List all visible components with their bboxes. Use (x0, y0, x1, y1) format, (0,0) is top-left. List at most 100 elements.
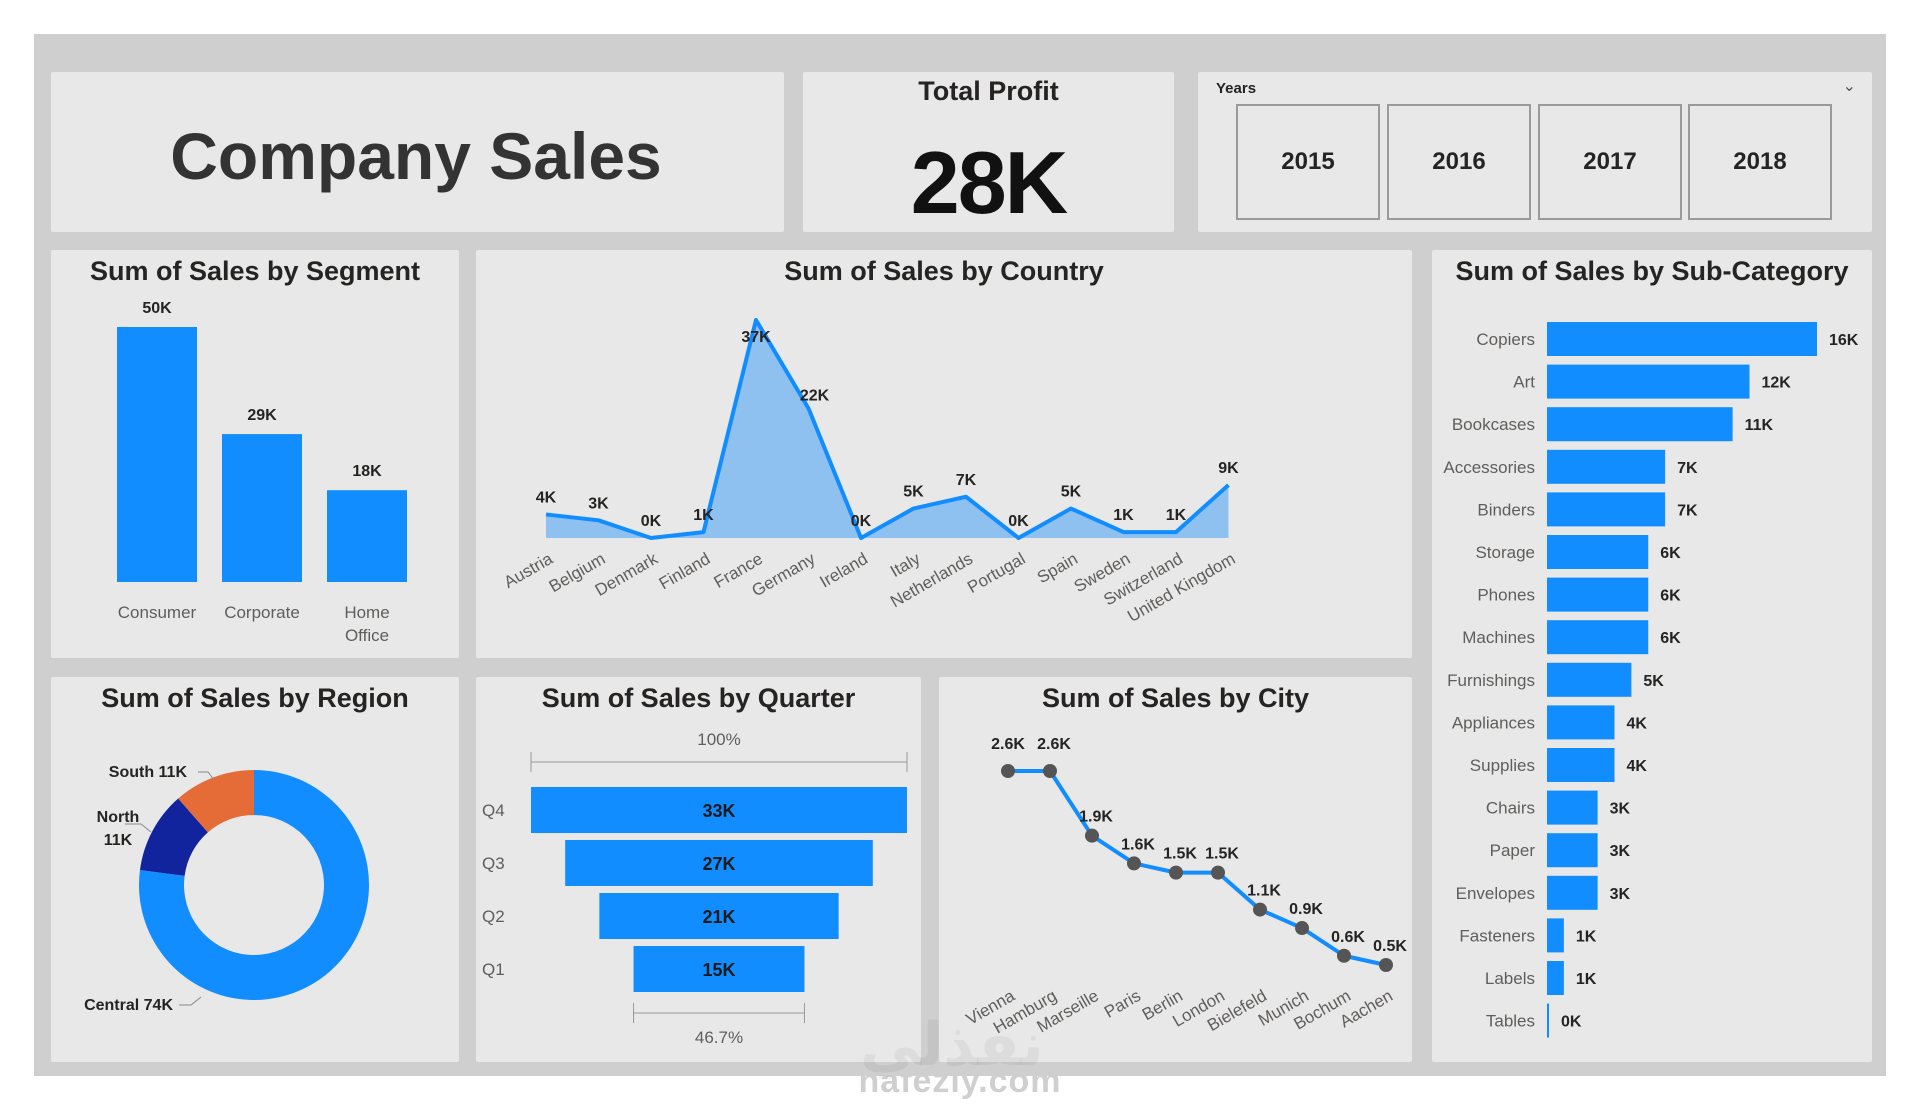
subcategory-data-label: 1K (1576, 971, 1597, 988)
subcategory-data-label: 0K (1561, 1014, 1582, 1031)
region-chart-title: Sum of Sales by Region (101, 683, 409, 713)
country-data-label: 0K (1008, 513, 1029, 530)
quarter-data-label: 15K (702, 960, 735, 980)
city-marker (1169, 865, 1183, 880)
quarter-top-percent: 100% (697, 730, 740, 749)
subcategory-bar (1547, 577, 1649, 612)
year-button-2015[interactable]: 2015 (1236, 104, 1380, 220)
country-chart-card: Sum of Sales by Country 4K Austria 3K Belgi… (476, 250, 1412, 658)
subcategory-data-label: 11K (1745, 417, 1774, 434)
quarter-data-label: 27K (702, 854, 735, 874)
subcategory-data-label: 3K (1610, 801, 1631, 818)
years-slicer: Years ⌄ 2015 2016 2017 2018 (1198, 72, 1872, 232)
subcategory-bar (1547, 364, 1750, 399)
subcategory-chart-card: Sum of Sales by Sub-Category Copiers 16K A… (1432, 250, 1872, 1062)
subcategory-chart: Copiers 16K Art 12K Bookcases 11K Accessories 7… (1443, 322, 1859, 1038)
country-category-label: Portugal (964, 549, 1028, 597)
city-marker (1085, 828, 1099, 843)
country-chart: 4KAustria3KBelgium0KDenmark1KFinland37KF… (501, 318, 1239, 626)
region-data-label: 11K (104, 832, 133, 849)
quarter-data-label: 33K (702, 801, 735, 821)
watermark-text: nafezly.com (858, 1062, 1062, 1100)
region-leader-line (198, 771, 215, 781)
segment-bar (117, 327, 197, 582)
region-data-label: South 11K (109, 764, 188, 781)
year-button-2016[interactable]: 2016 (1387, 104, 1531, 220)
subcategory-category-label: Storage (1475, 543, 1535, 562)
subcategory-category-label: Phones (1477, 586, 1535, 605)
subcategory-bar (1547, 407, 1733, 442)
country-category-label: Finland (656, 549, 714, 593)
quarter-category-label: Q4 (482, 801, 505, 820)
kpi-value: 28K (910, 133, 1068, 232)
region-chart: South 11K North 11K Central 74K (84, 764, 369, 1014)
country-data-label: 1K (693, 507, 714, 524)
country-category-label: Ireland (816, 549, 871, 591)
region-leader-line (179, 996, 202, 1006)
subcategory-data-label: 3K (1610, 843, 1631, 860)
subcategory-bar (1547, 961, 1564, 995)
subcategory-category-label: Furnishings (1447, 671, 1535, 690)
city-data-label: 0.6K (1331, 929, 1365, 946)
quarter-category-label: Q2 (482, 907, 505, 926)
city-marker (1043, 764, 1057, 778)
city-chart-title: Sum of Sales by City (1041, 683, 1310, 713)
subcategory-bar (1547, 662, 1632, 697)
title-card: Company Sales (51, 72, 784, 232)
country-data-label: 9K (1218, 460, 1239, 477)
year-button-2018[interactable]: 2018 (1688, 104, 1832, 220)
country-data-label: 22K (800, 387, 830, 404)
city-data-label: 1.6K (1121, 836, 1155, 853)
quarter-category-label: Q1 (482, 960, 505, 979)
subcategory-data-label: 12K (1762, 375, 1792, 392)
country-data-label: 1K (1166, 507, 1187, 524)
city-data-label: 1.5K (1163, 846, 1197, 863)
country-line (545, 318, 1230, 540)
subcategory-chart-title: Sum of Sales by Sub-Category (1455, 256, 1849, 286)
quarter-category-label: Q3 (482, 854, 505, 873)
subcategory-bar (1547, 322, 1817, 356)
city-chart-card: Sum of Sales by City 2.6K Vienna 2.6K Hambu… (939, 677, 1412, 1062)
quarter-bar (633, 946, 805, 992)
quarter-data-label: 21K (702, 907, 735, 927)
subcategory-category-label: Tables (1486, 1012, 1535, 1031)
subcategory-bar (1547, 875, 1598, 910)
city-data-label: 1.1K (1247, 883, 1281, 900)
city-chart: 2.6KVienna2.6KHamburg1.9KMarseille1.6KPa… (963, 736, 1407, 1037)
quarter-bar (599, 893, 839, 939)
slicer-label: Years (1216, 80, 1257, 97)
subcategory-data-label: 4K (1627, 758, 1648, 775)
city-marker (1001, 764, 1015, 778)
country-data-label: 37K (741, 329, 771, 346)
region-slice (178, 770, 254, 833)
subcategory-bar (1547, 1003, 1549, 1038)
city-marker (1379, 958, 1393, 972)
subcategory-data-label: 16K (1829, 332, 1859, 349)
subcategory-category-label: Bookcases (1452, 415, 1535, 434)
quarter-bar (565, 840, 873, 886)
subcategory-category-label: Art (1513, 373, 1535, 392)
chevron-down-icon[interactable]: ⌄ (1842, 78, 1856, 95)
city-data-label: 2.6K (1037, 736, 1071, 753)
country-data-label: 1K (1113, 507, 1134, 524)
region-data-label: Central 74K (84, 997, 173, 1014)
segment-chart-card: Sum of Sales by Segment 50K Consumer 29K Co… (51, 250, 459, 658)
city-data-label: 2.6K (991, 736, 1025, 753)
subcategory-data-label: 4K (1627, 715, 1648, 732)
region-data-label: North (97, 809, 140, 826)
segment-bar (327, 490, 407, 582)
year-button-2017[interactable]: 2017 (1538, 104, 1682, 220)
subcategory-data-label: 5K (1643, 673, 1664, 690)
country-data-label: 5K (1061, 484, 1082, 501)
country-data-label: 5K (903, 484, 924, 501)
subcategory-bar (1547, 620, 1649, 655)
quarter-bottom-percent: 46.7% (695, 1028, 743, 1047)
segment-category-label: Corporate (224, 603, 300, 622)
subcategory-data-label: 7K (1677, 502, 1698, 519)
watermark-logo: نفذلي (860, 1011, 1044, 1078)
segment-data-label: 18K (352, 463, 382, 480)
subcategory-category-label: Envelopes (1456, 884, 1535, 903)
region-slice (139, 798, 208, 876)
country-data-label: 7K (956, 472, 977, 489)
city-marker (1295, 921, 1309, 936)
